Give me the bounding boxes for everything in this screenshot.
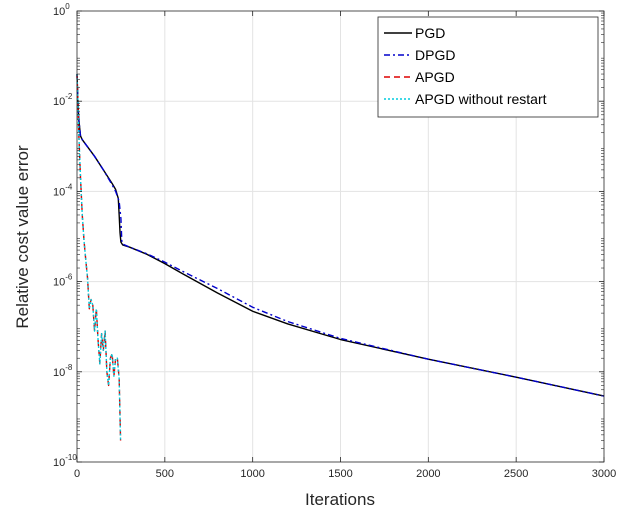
legend-label: APGD without restart [415,91,547,107]
x-tick-label: 1000 [240,468,264,480]
legend: PGD DPGD APGD APGD without restart [377,16,599,118]
x-tick-label: 1500 [328,468,352,480]
y-tick-label: 10-2 [53,92,73,108]
series-line-pgd [76,74,605,397]
x-tick-label: 2500 [504,468,528,480]
axis-ticks: 0 500 1000 1500 2000 2500 3000 10-10 10-8 10-6 10-… [53,2,616,480]
x-tick-label: 2000 [416,468,440,480]
y-tick-label: 10-4 [53,182,73,198]
y-tick-label: 100 [53,2,70,18]
x-tick-label: 0 [74,468,80,480]
y-tick-label: 10-6 [53,273,73,289]
y-axis-label: Relative cost value error [13,145,32,329]
series-lines [76,74,605,441]
y-tick-label: 10-10 [53,453,77,469]
legend-box [377,16,599,118]
x-tick-label: 500 [156,468,174,480]
x-tick-label: 3000 [592,468,616,480]
y-tick-label: 10-8 [53,363,73,379]
series-line-dpgd [76,74,605,397]
legend-label: APGD [415,69,455,85]
legend-label: DPGD [415,47,455,63]
x-axis-label: Iterations [305,490,375,509]
series-line-apgd-without-restart [76,74,122,441]
legend-label: PGD [415,25,445,41]
